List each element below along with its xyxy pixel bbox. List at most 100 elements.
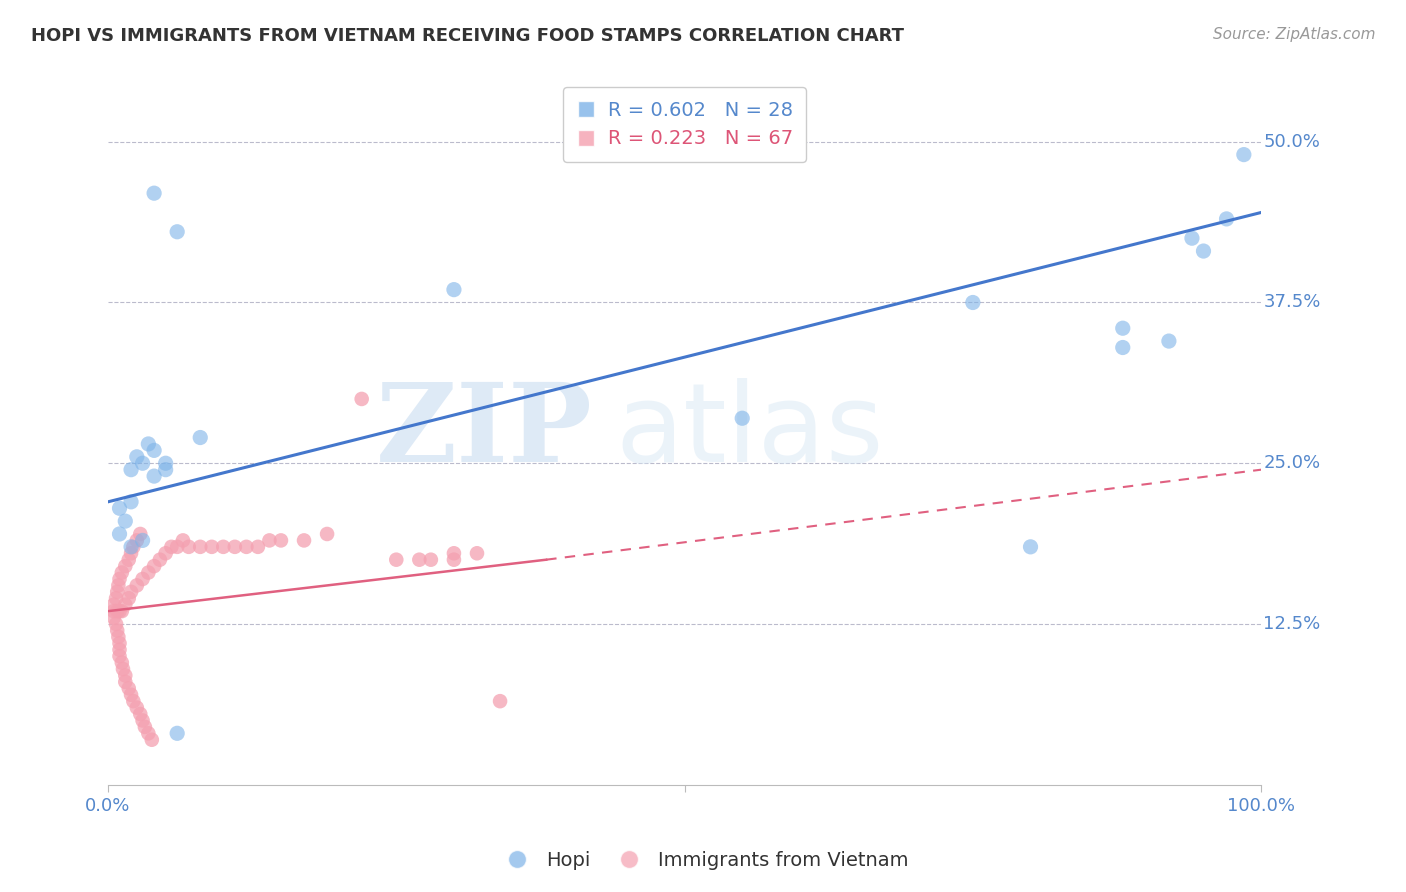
Point <box>103 610 125 624</box>
Point <box>166 225 188 239</box>
Point <box>143 443 166 458</box>
Point <box>103 598 125 612</box>
Point <box>125 578 148 592</box>
Point <box>143 559 166 574</box>
Point <box>1192 244 1215 258</box>
Text: Source: ZipAtlas.com: Source: ZipAtlas.com <box>1212 27 1375 42</box>
Point <box>138 437 160 451</box>
Point <box>131 533 153 548</box>
Point <box>105 624 128 638</box>
Point <box>129 706 152 721</box>
Point <box>125 450 148 464</box>
Point <box>172 533 194 548</box>
Point <box>131 456 153 470</box>
Point <box>143 186 166 201</box>
Point <box>443 546 465 560</box>
Text: atlas: atlas <box>616 377 884 484</box>
Point <box>122 540 145 554</box>
Point <box>120 463 142 477</box>
Point <box>114 514 136 528</box>
Point <box>270 533 292 548</box>
Point <box>131 572 153 586</box>
Point <box>114 668 136 682</box>
Point <box>143 469 166 483</box>
Point <box>108 642 131 657</box>
Point <box>111 656 134 670</box>
Point <box>1233 147 1256 161</box>
Point <box>107 578 129 592</box>
Point <box>108 572 131 586</box>
Point <box>105 617 128 632</box>
Point <box>114 674 136 689</box>
Point <box>443 552 465 566</box>
Point <box>201 540 224 554</box>
Point <box>131 714 153 728</box>
Text: 37.5%: 37.5% <box>1264 293 1320 311</box>
Point <box>103 604 125 618</box>
Point <box>1019 540 1042 554</box>
Point <box>316 527 339 541</box>
Point <box>129 527 152 541</box>
Point <box>108 649 131 664</box>
Point <box>224 540 246 554</box>
Point <box>114 559 136 574</box>
Point <box>160 540 183 554</box>
Point <box>188 431 211 445</box>
Point <box>105 585 128 599</box>
Point <box>118 552 141 566</box>
Point <box>125 700 148 714</box>
Point <box>177 540 200 554</box>
Point <box>212 540 235 554</box>
Point <box>108 604 131 618</box>
Point <box>125 533 148 548</box>
Point <box>118 681 141 696</box>
Point <box>1181 231 1204 245</box>
Point <box>114 598 136 612</box>
Point <box>731 411 754 425</box>
Point <box>138 726 160 740</box>
Legend: R = 0.602   N = 28, R = 0.223   N = 67: R = 0.602 N = 28, R = 0.223 N = 67 <box>562 87 806 162</box>
Point <box>134 720 156 734</box>
Point <box>1215 211 1237 226</box>
Point <box>443 283 465 297</box>
Text: 25.0%: 25.0% <box>1264 454 1320 472</box>
Point <box>120 540 142 554</box>
Point <box>1157 334 1180 348</box>
Point <box>111 566 134 580</box>
Point <box>120 585 142 599</box>
Point <box>465 546 488 560</box>
Point <box>155 463 177 477</box>
Text: 12.5%: 12.5% <box>1264 615 1320 633</box>
Point <box>489 694 512 708</box>
Point <box>292 533 315 548</box>
Point <box>108 501 131 516</box>
Point <box>350 392 373 406</box>
Point <box>235 540 257 554</box>
Point <box>120 688 142 702</box>
Point <box>118 591 141 606</box>
Point <box>105 604 128 618</box>
Point <box>138 566 160 580</box>
Point <box>188 540 211 554</box>
Legend: Hopi, Immigrants from Vietnam: Hopi, Immigrants from Vietnam <box>489 843 917 878</box>
Point <box>408 552 430 566</box>
Point <box>107 630 129 644</box>
Point <box>1112 341 1135 355</box>
Point <box>120 546 142 560</box>
Point <box>105 591 128 606</box>
Point <box>108 636 131 650</box>
Point <box>419 552 441 566</box>
Text: ZIP: ZIP <box>375 377 592 484</box>
Point <box>1112 321 1135 335</box>
Point <box>149 552 172 566</box>
Point <box>259 533 281 548</box>
Point <box>108 527 131 541</box>
Point <box>120 495 142 509</box>
Text: 50.0%: 50.0% <box>1264 133 1320 151</box>
Point <box>111 662 134 676</box>
Point <box>246 540 269 554</box>
Point <box>962 295 984 310</box>
Point <box>155 546 177 560</box>
Point <box>141 732 163 747</box>
Point <box>166 726 188 740</box>
